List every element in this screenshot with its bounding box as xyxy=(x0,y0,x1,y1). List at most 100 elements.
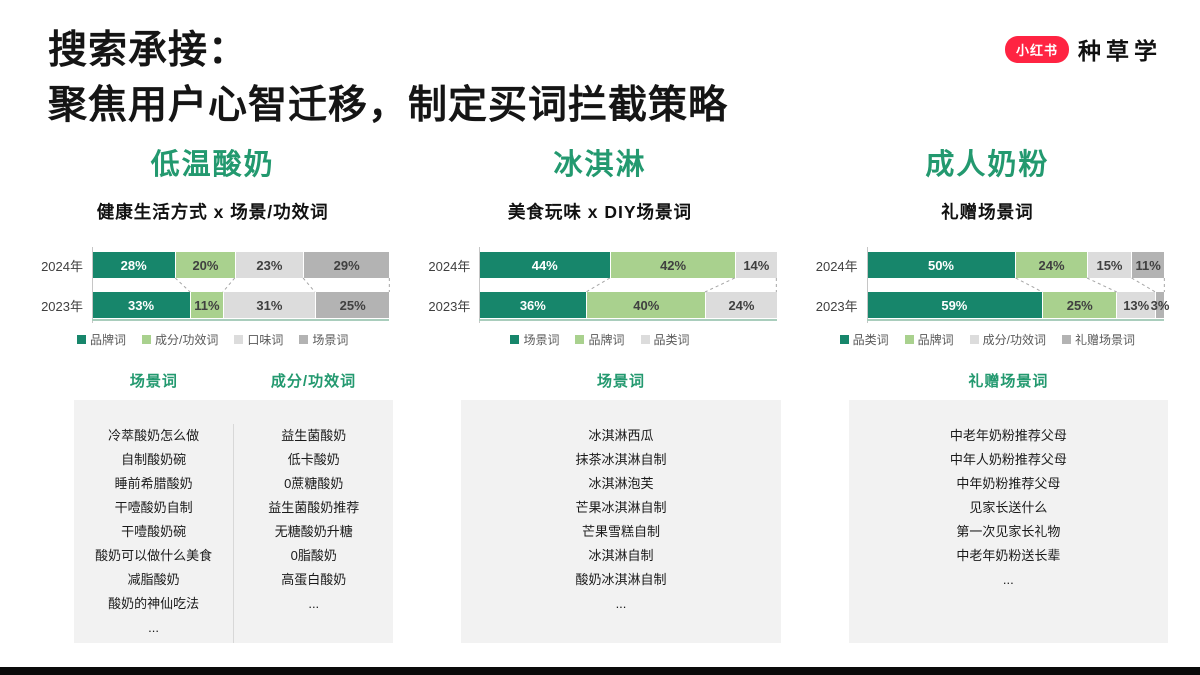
xiaohongshu-badge-icon: 小红书 xyxy=(1004,35,1069,63)
keyword-panel: 冰淇淋西瓜 抹茶冰淇淋自制 冰淇淋泡芙 芒果冰淇淋自制 芒果雪糕自制 冰淇淋自制 酸奶冰淇淋… xyxy=(461,400,781,644)
legend-label: 成分/功效词 xyxy=(982,333,1046,348)
keyword-item: 益生菌酸奶推荐 xyxy=(268,500,360,516)
chart-row: 2024年 50% 24% 15% 11% xyxy=(805,252,1164,279)
legend-swatch-icon xyxy=(640,335,650,345)
legend-label: 成分/功效词 xyxy=(154,333,219,348)
keyword-item: 自制酸奶碗 xyxy=(121,452,187,468)
keyword-item: 酸奶可以做什么美食 xyxy=(95,548,213,564)
keyword-list-header: 场景词 xyxy=(129,373,178,391)
keyword-panel: 冷萃酸奶怎么做 自制酸奶碗 睡前希腊酸奶 干噎酸奶自制 干噎酸奶碗 酸奶可以做什么美食 减脂… xyxy=(74,400,394,644)
chart-row: 2023年 36% 40% 24% xyxy=(417,292,777,319)
bar-segment: 11% xyxy=(1131,252,1164,279)
bar-segment: 3% xyxy=(1151,292,1169,319)
keyword-item: 抹茶冰淇淋自制 xyxy=(575,452,667,468)
year-label: 2024年 xyxy=(815,258,858,274)
title-line-2: 聚焦用户心智迁移，制定买词拦截策略 xyxy=(48,83,729,127)
keyword-section: 场景词 成分/功效词 冷萃酸奶怎么做 自制酸奶碗 睡前希腊酸奶 干噎酸奶自制 干噎酸奶碗 酸奶… xyxy=(74,370,394,644)
category-subtitle: 健康生活方式 x 场景/功效词 xyxy=(96,202,329,223)
keyword-item: 见家长送什么 xyxy=(969,500,1048,516)
keyword-item: 酸奶冰淇淋自制 xyxy=(575,572,667,588)
brand-name: 种草学 xyxy=(1078,38,1162,64)
footer-bar xyxy=(0,667,1200,675)
year-label: 2024年 xyxy=(41,258,83,274)
keyword-item: 中老年奶粉送长辈 xyxy=(956,548,1061,564)
keyword-item: 无糖酸奶升糖 xyxy=(274,524,353,540)
legend-item: 品牌词 xyxy=(76,331,126,348)
keyword-section: 场景词冰淇淋西瓜 抹茶冰淇淋自制 冰淇淋泡芙 芒果冰淇淋自制 芒果雪糕自制 冰淇淋自制 酸奶… xyxy=(461,370,781,644)
bar-segment: 20% xyxy=(175,252,235,279)
legend-item: 场景词 xyxy=(510,331,559,348)
chart-row: 2023年 59% 25% 13% 3% xyxy=(805,292,1169,319)
legend-swatch-icon xyxy=(299,335,309,345)
keyword-item: ... xyxy=(1002,572,1014,588)
category-subtitle: 美食玩味 x DIY场景词 xyxy=(507,202,693,223)
chart-legend: 场景词 品牌词 品类词 xyxy=(417,331,782,348)
category-subtitle: 礼赠场景词 xyxy=(941,202,1034,223)
legend-item: 场景词 xyxy=(299,331,348,348)
chart-legend: 品类词 品牌词 成分/功效词 礼赠场景词 xyxy=(805,331,1170,348)
legend-label: 品类词 xyxy=(852,333,889,348)
category-title: 成人奶粉 xyxy=(925,149,1050,182)
chart-row: 2024年 44% 42% 14% xyxy=(417,252,777,279)
keyword-item: 冰淇淋自制 xyxy=(588,548,654,564)
y-axis-line xyxy=(866,247,868,324)
keyword-item: ... xyxy=(308,596,320,612)
bar-segment: 25% xyxy=(1042,292,1117,319)
chart-row: 2023年 33% 11% 31% 25% xyxy=(30,292,390,319)
stacked-bar-chart: 2024年 28% 20% 23% 29% 2023年 33% 11% 31% 25% xyxy=(30,247,390,324)
category-column-2: 冰淇淋美食玩味 x DIY场景词 2024年 44% 42% 14% 2023年 36% 40… xyxy=(417,139,782,644)
legend-item: 成分/功效词 xyxy=(969,331,1046,348)
keyword-headers: 场景词 成分/功效词 xyxy=(74,370,393,391)
bar-segment: 59% xyxy=(866,292,1043,319)
bar-segment: 29% xyxy=(303,252,390,279)
stacked-bar-chart: 2024年 50% 24% 15% 11% 2023年 59% 25% 13% 3% xyxy=(805,247,1169,324)
keyword-headers: 礼赠场景词 xyxy=(849,370,1168,391)
legend-item: 礼赠场景词 xyxy=(1062,331,1135,348)
bar-segment: 31% xyxy=(222,292,315,319)
keyword-item: 益生菌酸奶 xyxy=(281,428,347,444)
category-title: 冰淇淋 xyxy=(553,149,647,182)
chart-rows: 2024年 50% 24% 15% 11% 2023年 59% 25% 13% 3% xyxy=(805,247,1169,324)
legend-item: 品类词 xyxy=(839,331,889,348)
keyword-list: 中老年奶粉推荐父母 中年人奶粉推荐父母 中年奶粉推荐父母 见家长送什么 第一次见家长礼物… xyxy=(849,424,1168,643)
keyword-list-header: 场景词 xyxy=(596,373,645,391)
keyword-item: 0脂酸奶 xyxy=(290,548,337,564)
header: 搜索承接： 聚焦用户心智迁移，制定买词拦截策略 小红书 种草学 xyxy=(0,0,1200,133)
bar-segment: 33% xyxy=(92,292,191,319)
bar-underline xyxy=(92,319,390,322)
legend-swatch-icon xyxy=(141,335,151,345)
bar-segment: 44% xyxy=(479,252,611,279)
keyword-item: 冷萃酸奶怎么做 xyxy=(108,428,200,444)
bar-underline xyxy=(866,319,1164,322)
keyword-item: 芒果冰淇淋自制 xyxy=(575,500,667,516)
keyword-item: 0蔗糖酸奶 xyxy=(284,476,344,492)
legend-label: 口味词 xyxy=(247,333,284,348)
keyword-list-header: 礼赠场景词 xyxy=(968,373,1049,391)
title-line-1: 搜索承接： xyxy=(48,29,249,72)
keyword-item: 睡前希腊酸奶 xyxy=(114,476,193,492)
legend-item: 品牌词 xyxy=(904,331,954,348)
bar-track: 28% 20% 23% 29% xyxy=(92,252,390,279)
legend-swatch-icon xyxy=(969,335,979,345)
bar-track: 44% 42% 14% xyxy=(479,252,777,279)
y-axis-line xyxy=(92,247,93,324)
bar-underline xyxy=(479,319,777,322)
connector-lines xyxy=(1015,277,1165,293)
xiaohongshu-logo: 小红书 种草学 xyxy=(1004,32,1162,66)
bar-segment: 40% xyxy=(586,292,706,319)
category-column-3: 成人奶粉礼赠场景词 2024年 50% 24% 15% 11% 2023年 59% 25% 13%… xyxy=(805,139,1170,644)
keyword-item: 干噎酸奶碗 xyxy=(121,524,187,540)
keyword-item: 低卡酸奶 xyxy=(287,452,340,468)
keyword-item: 高蛋白酸奶 xyxy=(281,572,347,588)
bar-segment: 14% xyxy=(735,252,777,279)
legend-label: 场景词 xyxy=(523,333,560,348)
keyword-list: 冷萃酸奶怎么做 自制酸奶碗 睡前希腊酸奶 干噎酸奶自制 干噎酸奶碗 酸奶可以做什么美食 减脂… xyxy=(74,424,233,643)
bar-segment: 24% xyxy=(1015,252,1087,279)
bar-segment: 28% xyxy=(92,252,176,279)
year-label: 2023年 xyxy=(428,298,471,314)
keyword-item: 第一次见家长礼物 xyxy=(956,524,1061,540)
legend-swatch-icon xyxy=(839,335,849,345)
legend-label: 场景词 xyxy=(312,333,349,348)
keyword-item: ... xyxy=(148,620,159,636)
year-label: 2024年 xyxy=(428,258,471,274)
